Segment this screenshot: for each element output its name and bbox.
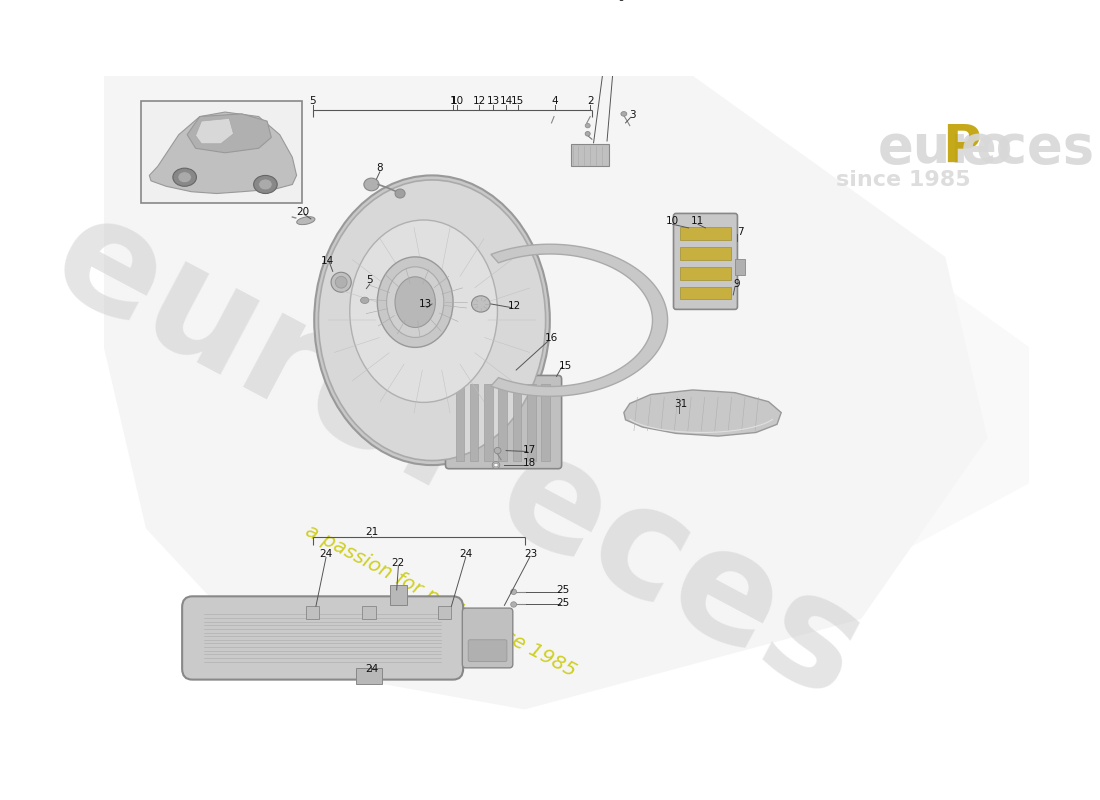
Text: euro: euro: [878, 122, 1013, 174]
Text: euroPeces: euroPeces: [28, 181, 887, 731]
Ellipse shape: [620, 111, 627, 116]
Bar: [484, 384, 493, 461]
Ellipse shape: [178, 172, 191, 182]
Bar: [735, 258, 745, 275]
Text: a passion for parts since 1985: a passion for parts since 1985: [301, 521, 579, 681]
Ellipse shape: [377, 257, 453, 347]
Bar: [362, 606, 376, 619]
Text: 9: 9: [734, 279, 740, 289]
Text: 20: 20: [296, 206, 309, 217]
Ellipse shape: [331, 272, 351, 292]
Bar: [680, 227, 730, 240]
Bar: [680, 267, 730, 279]
Text: 24: 24: [459, 549, 472, 558]
Bar: [513, 384, 521, 461]
Text: 21: 21: [365, 527, 378, 537]
Ellipse shape: [318, 180, 546, 461]
Text: 14: 14: [499, 96, 513, 106]
Ellipse shape: [336, 276, 346, 288]
Ellipse shape: [350, 220, 497, 402]
Ellipse shape: [585, 123, 591, 128]
FancyBboxPatch shape: [673, 214, 737, 310]
Polygon shape: [103, 76, 988, 710]
Text: 25: 25: [557, 585, 570, 595]
FancyBboxPatch shape: [469, 640, 507, 662]
Ellipse shape: [510, 589, 517, 594]
Text: 12: 12: [473, 96, 486, 106]
Bar: [356, 668, 382, 684]
Text: 24: 24: [319, 549, 332, 558]
Text: 11: 11: [691, 216, 704, 226]
Text: P: P: [942, 122, 980, 174]
Bar: [306, 606, 319, 619]
Ellipse shape: [585, 131, 591, 136]
Text: 23: 23: [525, 549, 538, 558]
Ellipse shape: [358, 273, 372, 291]
Text: 10: 10: [451, 96, 464, 106]
Polygon shape: [103, 76, 1030, 619]
Text: 15: 15: [559, 361, 572, 370]
Text: 15: 15: [512, 96, 525, 106]
FancyBboxPatch shape: [462, 608, 513, 668]
Text: 25: 25: [557, 598, 570, 608]
Text: 5: 5: [366, 275, 373, 286]
Ellipse shape: [395, 277, 436, 327]
Ellipse shape: [492, 462, 499, 469]
Ellipse shape: [424, 298, 437, 310]
Text: 17: 17: [522, 445, 537, 454]
Bar: [455, 384, 464, 461]
Polygon shape: [196, 118, 233, 144]
Text: 1: 1: [450, 96, 456, 106]
Text: 5: 5: [309, 96, 316, 106]
Text: 7: 7: [737, 227, 744, 238]
Bar: [470, 384, 478, 461]
Ellipse shape: [494, 463, 498, 467]
Ellipse shape: [315, 175, 550, 465]
Text: 3: 3: [629, 110, 636, 120]
Text: 8: 8: [376, 163, 383, 173]
Text: 13: 13: [487, 96, 500, 106]
FancyBboxPatch shape: [183, 596, 463, 680]
Bar: [680, 286, 730, 299]
Text: 4: 4: [551, 96, 558, 106]
Text: 22: 22: [392, 558, 405, 568]
Ellipse shape: [297, 217, 315, 225]
Ellipse shape: [258, 179, 272, 190]
Text: 18: 18: [522, 458, 537, 468]
Ellipse shape: [494, 447, 501, 454]
Bar: [438, 606, 451, 619]
Polygon shape: [150, 112, 297, 194]
Text: 10: 10: [667, 216, 679, 226]
Text: 31: 31: [674, 399, 688, 410]
Bar: [571, 144, 608, 166]
Text: 24: 24: [365, 664, 378, 674]
Text: 12: 12: [508, 301, 521, 310]
Text: 14: 14: [321, 255, 334, 266]
FancyBboxPatch shape: [446, 375, 562, 469]
Ellipse shape: [472, 296, 491, 312]
Bar: [390, 586, 407, 606]
Text: since 1985: since 1985: [836, 170, 970, 190]
Ellipse shape: [173, 168, 197, 186]
Ellipse shape: [395, 189, 405, 198]
Bar: [680, 247, 730, 259]
Ellipse shape: [361, 297, 368, 303]
Bar: [498, 384, 507, 461]
Polygon shape: [624, 390, 781, 436]
Bar: [141, 101, 302, 202]
Ellipse shape: [254, 175, 277, 194]
Text: eces: eces: [960, 122, 1094, 174]
Ellipse shape: [510, 602, 517, 607]
Text: 6: 6: [617, 0, 624, 3]
Ellipse shape: [386, 267, 443, 338]
Bar: [541, 384, 550, 461]
Text: 2: 2: [587, 96, 594, 106]
Text: 13: 13: [419, 299, 432, 309]
Text: 16: 16: [544, 334, 558, 343]
Ellipse shape: [364, 178, 380, 191]
Polygon shape: [187, 114, 272, 153]
Bar: [527, 384, 536, 461]
Polygon shape: [491, 244, 668, 396]
